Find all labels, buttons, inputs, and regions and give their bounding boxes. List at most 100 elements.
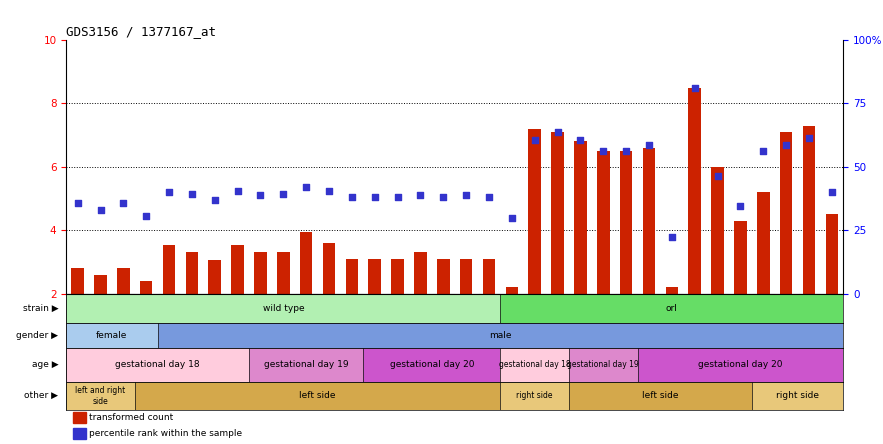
Bar <box>528 129 541 293</box>
Bar <box>117 268 130 293</box>
Point <box>322 187 336 194</box>
Bar <box>501 348 569 382</box>
Point <box>117 200 131 207</box>
Text: transformed count: transformed count <box>89 413 173 422</box>
Point <box>276 190 291 197</box>
Bar <box>249 348 363 382</box>
Bar <box>140 281 153 293</box>
Text: GDS3156 / 1377167_at: GDS3156 / 1377167_at <box>66 25 216 38</box>
Point <box>459 192 473 199</box>
Text: gestational day 20: gestational day 20 <box>698 361 782 369</box>
Bar <box>73 412 86 423</box>
Bar <box>666 287 678 293</box>
Bar <box>506 287 518 293</box>
Point <box>756 147 770 155</box>
Point <box>413 192 427 199</box>
Bar <box>803 126 815 293</box>
Bar <box>780 132 792 293</box>
Point <box>208 197 222 204</box>
Bar <box>185 253 198 293</box>
Point <box>367 194 381 201</box>
Text: left side: left side <box>642 391 679 400</box>
Bar <box>460 259 472 293</box>
Bar <box>363 348 501 382</box>
Point <box>345 194 359 201</box>
Bar <box>300 232 313 293</box>
Bar <box>391 259 404 293</box>
Point <box>253 192 268 199</box>
Point <box>619 147 633 155</box>
Text: orl: orl <box>666 304 678 313</box>
Point <box>94 206 108 213</box>
Point <box>390 194 404 201</box>
Text: gestational day 19: gestational day 19 <box>568 361 639 369</box>
Bar <box>643 148 655 293</box>
Bar <box>72 268 84 293</box>
Bar <box>135 382 501 410</box>
Point <box>573 136 587 143</box>
Point <box>528 136 542 143</box>
Text: strain ▶: strain ▶ <box>23 304 58 313</box>
Point <box>825 189 839 196</box>
Point <box>642 141 656 148</box>
Point <box>299 184 313 191</box>
Bar <box>231 245 244 293</box>
Bar <box>254 253 267 293</box>
Text: female: female <box>96 331 128 340</box>
Bar <box>483 259 495 293</box>
Text: gestational day 20: gestational day 20 <box>389 361 474 369</box>
Bar <box>277 253 290 293</box>
Text: right side: right side <box>776 391 819 400</box>
Point <box>71 200 85 207</box>
Point <box>596 147 610 155</box>
Text: age ▶: age ▶ <box>32 361 58 369</box>
Point <box>505 214 519 221</box>
Bar <box>345 259 358 293</box>
Text: gestational day 18: gestational day 18 <box>499 361 570 369</box>
Bar <box>620 151 632 293</box>
Text: right side: right side <box>517 391 553 400</box>
Bar <box>569 348 638 382</box>
Text: left side: left side <box>299 391 336 400</box>
Bar <box>501 382 569 410</box>
Bar <box>574 142 586 293</box>
Text: gestational day 18: gestational day 18 <box>116 361 200 369</box>
Bar <box>94 275 107 293</box>
Point <box>688 84 702 91</box>
Text: percentile rank within the sample: percentile rank within the sample <box>89 429 242 438</box>
Point <box>185 190 199 197</box>
Bar <box>597 151 609 293</box>
Bar <box>689 87 701 293</box>
Point <box>550 128 564 135</box>
Bar <box>414 253 426 293</box>
Bar <box>66 323 158 348</box>
Bar <box>551 132 564 293</box>
Point <box>140 212 154 219</box>
Bar <box>569 382 751 410</box>
Bar <box>158 323 843 348</box>
Point <box>779 141 793 148</box>
Point <box>230 187 245 194</box>
Text: wild type: wild type <box>262 304 304 313</box>
Point <box>436 194 450 201</box>
Bar <box>826 214 838 293</box>
Bar <box>73 428 86 439</box>
Bar <box>66 382 135 410</box>
Text: gestational day 19: gestational day 19 <box>264 361 349 369</box>
Point <box>482 194 496 201</box>
Bar <box>66 293 501 323</box>
Bar <box>323 243 336 293</box>
Bar <box>208 260 221 293</box>
Point <box>734 203 748 210</box>
Text: other ▶: other ▶ <box>25 391 58 400</box>
Bar <box>66 348 249 382</box>
Bar <box>734 221 747 293</box>
Point <box>802 135 816 142</box>
Bar <box>162 245 176 293</box>
Bar <box>638 348 843 382</box>
Bar <box>501 293 843 323</box>
Bar <box>757 192 770 293</box>
Bar <box>751 382 843 410</box>
Bar <box>712 167 724 293</box>
Bar <box>437 259 449 293</box>
